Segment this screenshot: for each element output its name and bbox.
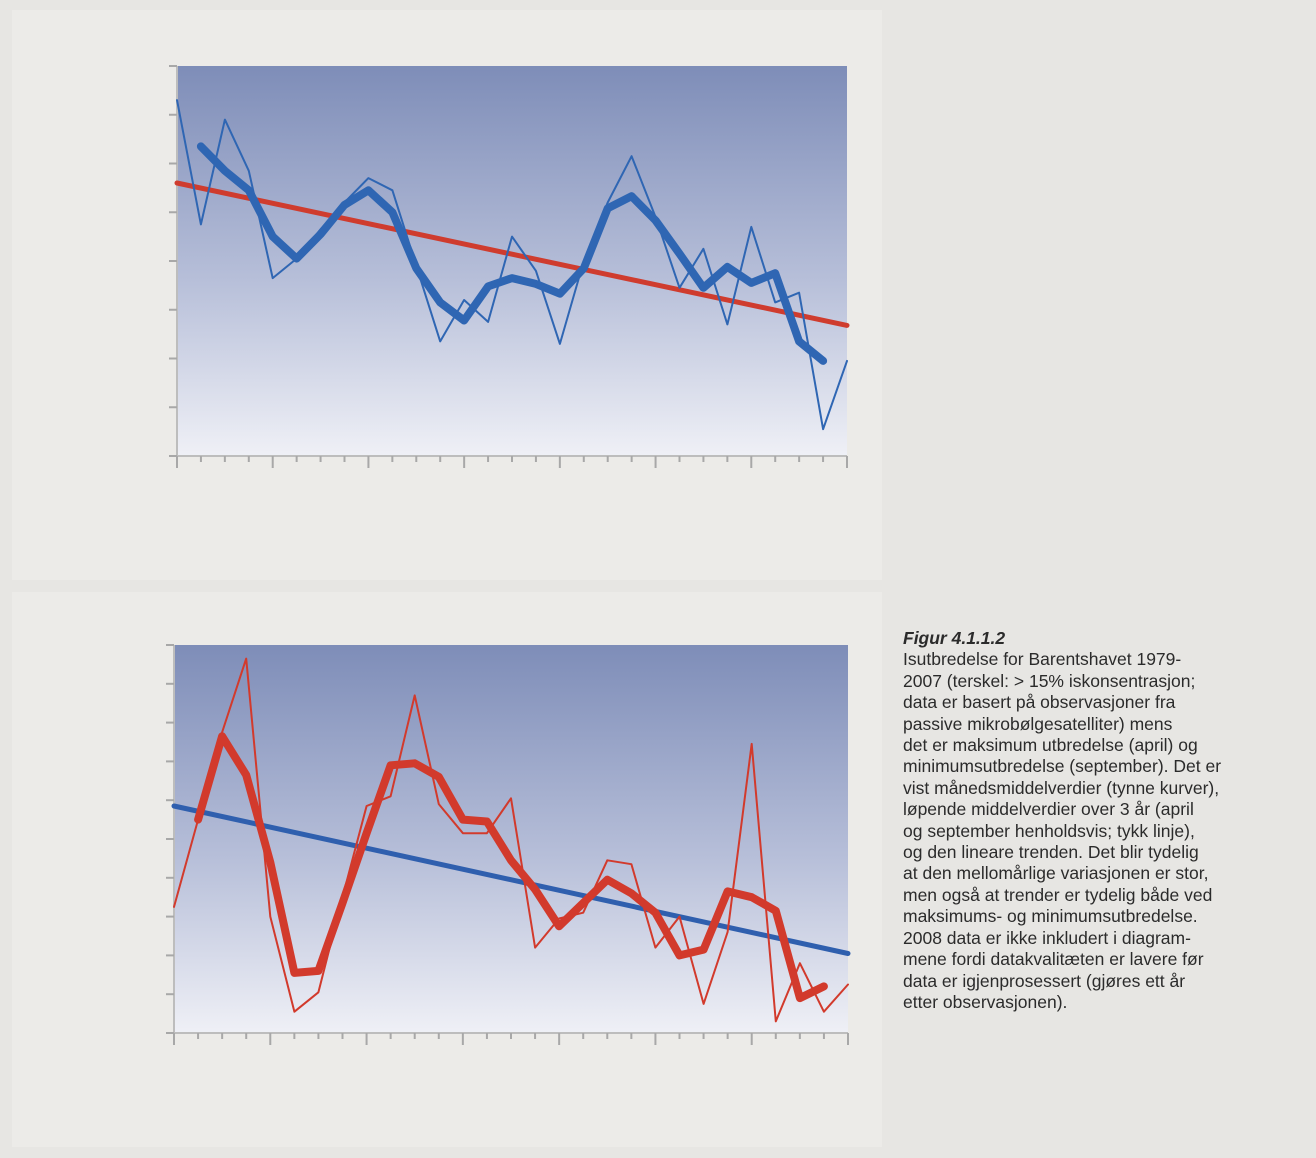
figure-caption: Figur 4.1.1.2 Isutbredelse for Barentsha… <box>903 628 1303 1013</box>
april-monthly-line <box>176 99 848 431</box>
september-chart-panel <box>12 592 882 1147</box>
figure-label: Figur 4.1.1.2 <box>903 628 1006 648</box>
april-chart <box>169 65 850 468</box>
september-monthly-line <box>173 657 849 1023</box>
april-chart-panel <box>12 10 882 580</box>
september-plot-area <box>174 645 848 1033</box>
april-trend-line <box>174 180 850 328</box>
september-chart <box>166 644 851 1045</box>
april-plot-area <box>177 66 847 456</box>
figure-caption-text: Isutbredelse for Barentshavet 1979- 2007… <box>903 649 1222 1012</box>
september-running-mean-line <box>194 732 828 1003</box>
september-trend-line <box>171 803 851 956</box>
april-running-mean-line <box>196 142 828 365</box>
